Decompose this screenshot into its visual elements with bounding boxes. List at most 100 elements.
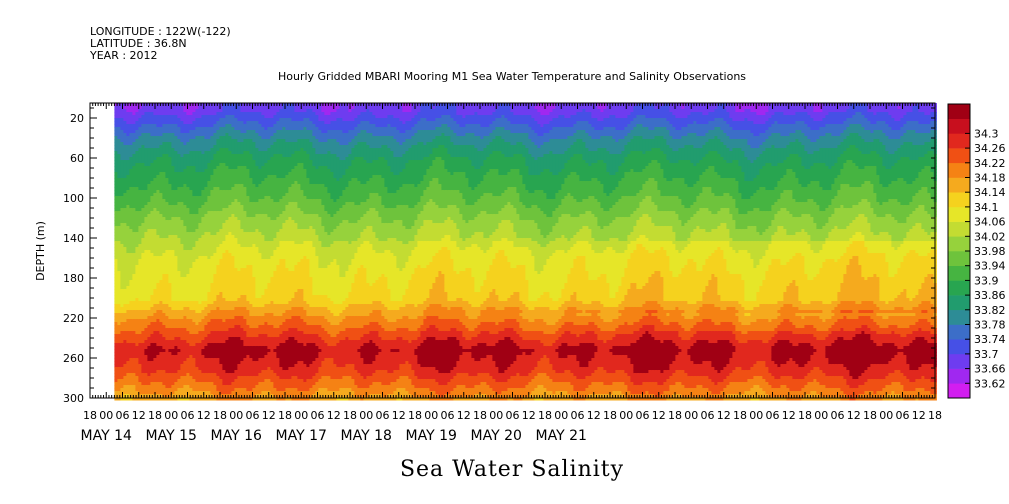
salinity-cell (177, 340, 181, 344)
salinity-cell (162, 133, 166, 137)
salinity-cell (240, 205, 244, 209)
salinity-cell (195, 361, 199, 365)
salinity-cell (138, 253, 142, 257)
salinity-cell (192, 391, 196, 395)
salinity-cell (225, 304, 229, 308)
salinity-cell (120, 250, 124, 254)
salinity-cell (252, 286, 256, 290)
salinity-cell (147, 127, 151, 131)
salinity-cell (228, 259, 232, 263)
salinity-cell (186, 289, 190, 293)
salinity-cell (249, 184, 253, 188)
salinity-cell (225, 274, 229, 278)
salinity-cell (174, 247, 178, 251)
salinity-cell (219, 382, 223, 386)
salinity-cell (189, 184, 193, 188)
salinity-cell (180, 160, 184, 164)
salinity-cell (126, 265, 129, 269)
salinity-cell (186, 328, 190, 332)
salinity-cell (153, 307, 157, 311)
salinity-cell (198, 295, 202, 299)
salinity-cell (177, 277, 181, 281)
salinity-cell (144, 280, 148, 284)
salinity-cell (135, 328, 139, 332)
salinity-cell (195, 112, 199, 116)
salinity-cell (222, 289, 226, 293)
salinity-cell (177, 250, 181, 254)
salinity-cell (162, 163, 166, 167)
salinity-cell (138, 265, 142, 269)
salinity-cell (219, 361, 223, 365)
salinity-cell (120, 238, 124, 242)
salinity-cell (201, 319, 205, 323)
salinity-cell (210, 310, 214, 314)
salinity-cell (129, 190, 133, 194)
salinity-cell (225, 391, 229, 395)
salinity-cell (210, 271, 214, 275)
salinity-cell (135, 109, 139, 113)
salinity-cell (234, 190, 238, 194)
salinity-cell (174, 112, 178, 116)
salinity-cell (186, 181, 190, 185)
salinity-cell (198, 343, 202, 347)
salinity-cell (147, 208, 151, 212)
salinity-cell (261, 256, 265, 260)
salinity-cell (159, 325, 163, 329)
salinity-cell (234, 241, 238, 245)
salinity-cell (153, 169, 157, 173)
salinity-cell (195, 373, 199, 377)
salinity-cell (249, 118, 253, 122)
salinity-cell (219, 190, 223, 194)
salinity-cell (243, 271, 247, 275)
salinity-cell (177, 205, 181, 209)
salinity-cell (210, 316, 214, 320)
salinity-cell (186, 226, 190, 230)
salinity-cell (114, 223, 118, 227)
salinity-cell (141, 124, 145, 128)
salinity-cell (120, 301, 124, 305)
salinity-cell (147, 253, 151, 257)
salinity-cell (210, 283, 214, 287)
salinity-cell (186, 145, 190, 149)
salinity-cell (174, 223, 178, 227)
salinity-cell (165, 226, 169, 230)
salinity-cell (189, 208, 193, 212)
salinity-cell (204, 160, 208, 164)
salinity-cell (201, 391, 205, 395)
salinity-cell (117, 250, 121, 254)
salinity-cell (174, 388, 178, 392)
salinity-cell (165, 274, 169, 278)
salinity-cell (120, 313, 124, 317)
salinity-cell (234, 376, 238, 380)
salinity-cell (186, 187, 190, 191)
salinity-cell (222, 220, 226, 224)
salinity-cell (246, 121, 250, 125)
salinity-cell (138, 118, 142, 122)
salinity-cell (177, 118, 181, 122)
salinity-cell (153, 121, 157, 125)
salinity-cell (249, 385, 253, 389)
salinity-cell (204, 301, 208, 305)
salinity-cell (189, 106, 193, 110)
salinity-cell (126, 364, 129, 368)
salinity-cell (156, 238, 160, 242)
salinity-cell (207, 238, 211, 242)
salinity-cell (138, 280, 142, 284)
salinity-cell (150, 226, 154, 230)
salinity-cell (129, 331, 133, 335)
salinity-cell (180, 229, 184, 233)
salinity-cell (117, 304, 121, 308)
salinity-cell (117, 181, 121, 185)
salinity-cell (207, 142, 211, 146)
salinity-cell (192, 343, 196, 347)
salinity-cell (222, 130, 226, 134)
salinity-cell (117, 157, 121, 161)
salinity-cell (114, 229, 118, 233)
salinity-cell (231, 295, 235, 299)
salinity-cell (252, 313, 256, 317)
salinity-cell (210, 160, 214, 164)
salinity-cell (207, 295, 211, 299)
salinity-cell (183, 268, 187, 272)
salinity-cell (147, 280, 151, 284)
salinity-cell (168, 244, 172, 248)
